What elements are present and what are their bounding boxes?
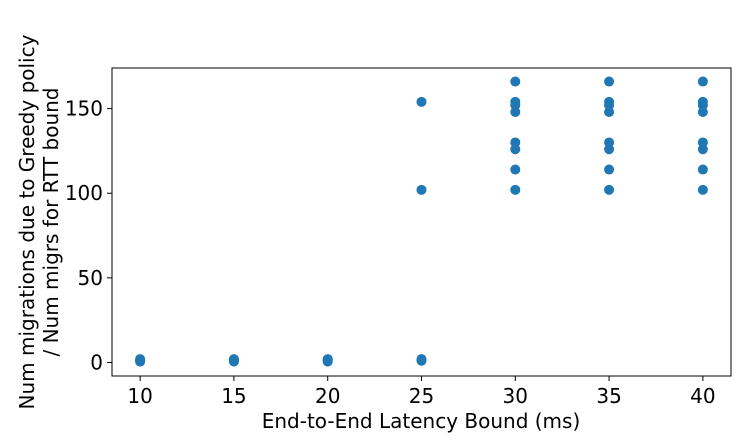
- scatter-point: [697, 96, 708, 107]
- x-axis: 10 15 20 25 30 35 40: [127, 376, 716, 408]
- plot-area: [111, 67, 732, 377]
- scatter-point: [510, 184, 521, 195]
- scatter-point: [697, 164, 708, 175]
- y-tick-label: 150: [65, 97, 103, 121]
- x-tick-label: 20: [315, 384, 340, 408]
- scatter-point: [510, 96, 521, 107]
- y-axis-label-line-2: / Num migrs for RTT bound: [39, 87, 63, 356]
- scatter-point: [416, 354, 427, 365]
- x-tick-label: 10: [127, 384, 152, 408]
- scatter-point: [135, 354, 146, 365]
- scatter-point: [416, 96, 427, 107]
- y-tick-label: 50: [78, 266, 103, 290]
- y-axis: 0 50 100 150: [65, 97, 112, 374]
- scatter-point: [604, 137, 615, 148]
- scatter-point: [604, 76, 615, 87]
- y-axis-label-line-1: Num migrations due to Greedy policy: [15, 34, 39, 409]
- scatter-point: [604, 164, 615, 175]
- x-tick-label: 35: [596, 384, 621, 408]
- x-tick-label: 40: [690, 384, 715, 408]
- x-tick-label: 25: [409, 384, 434, 408]
- scatter-point: [510, 137, 521, 148]
- x-axis-label: End-to-End Latency Bound (ms): [262, 409, 581, 433]
- scatter-point: [228, 354, 239, 365]
- scatter-point: [697, 137, 708, 148]
- scatter-point: [322, 354, 333, 365]
- y-tick-label: 0: [90, 350, 103, 374]
- scatter-point: [604, 184, 615, 195]
- y-tick-label: 100: [65, 181, 103, 205]
- scatter-point: [510, 76, 521, 87]
- x-tick-label: 15: [221, 384, 246, 408]
- scatter-point: [416, 184, 427, 195]
- x-tick-label: 30: [503, 384, 528, 408]
- data-points: [135, 76, 708, 367]
- scatter-point: [510, 164, 521, 175]
- scatter-point: [697, 184, 708, 195]
- scatter-point: [604, 96, 615, 107]
- scatter-point: [697, 76, 708, 87]
